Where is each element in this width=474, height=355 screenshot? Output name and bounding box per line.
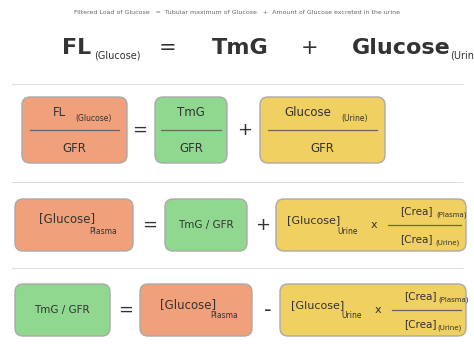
Text: FL: FL <box>53 105 66 119</box>
Text: (Urine): (Urine) <box>342 114 368 122</box>
Text: +: + <box>301 38 319 58</box>
Text: -: - <box>264 300 272 320</box>
Text: GFR: GFR <box>179 142 203 154</box>
Text: TmG / GFR: TmG / GFR <box>178 220 234 230</box>
Text: FL: FL <box>62 38 91 58</box>
FancyBboxPatch shape <box>165 199 247 251</box>
Text: (Urine): (Urine) <box>436 240 460 246</box>
Text: [Glucose]: [Glucose] <box>292 300 345 310</box>
Text: GFR: GFR <box>310 142 335 154</box>
Text: TmG: TmG <box>211 38 268 58</box>
Text: GFR: GFR <box>63 142 86 154</box>
Text: [Glucose]: [Glucose] <box>39 213 95 225</box>
Text: x: x <box>374 305 381 315</box>
FancyBboxPatch shape <box>280 284 466 336</box>
FancyBboxPatch shape <box>22 97 127 163</box>
Text: [Glucose]: [Glucose] <box>160 299 216 311</box>
FancyBboxPatch shape <box>260 97 385 163</box>
Text: (Glucose): (Glucose) <box>75 114 111 122</box>
Text: (Urine): (Urine) <box>438 325 462 331</box>
Text: (Urine): (Urine) <box>450 51 474 61</box>
Text: Plasma: Plasma <box>89 226 117 235</box>
Text: =: = <box>133 121 147 139</box>
Text: =: = <box>143 216 157 234</box>
Text: [Crea]: [Crea] <box>404 319 436 329</box>
FancyBboxPatch shape <box>155 97 227 163</box>
Text: [Crea]: [Crea] <box>404 291 436 301</box>
Text: [Crea]: [Crea] <box>400 206 432 216</box>
Text: (Plasma): (Plasma) <box>437 212 467 218</box>
Text: TmG / GFR: TmG / GFR <box>34 305 90 315</box>
Text: Plasma: Plasma <box>210 311 238 321</box>
FancyBboxPatch shape <box>276 199 466 251</box>
Text: =: = <box>159 38 177 58</box>
Text: +: + <box>255 216 271 234</box>
Text: +: + <box>237 121 253 139</box>
Text: Glucose: Glucose <box>284 105 331 119</box>
Text: Urine: Urine <box>338 226 358 235</box>
Text: (Glucose): (Glucose) <box>94 51 140 61</box>
FancyBboxPatch shape <box>15 284 110 336</box>
Text: [Crea]: [Crea] <box>400 234 432 244</box>
Text: =: = <box>118 301 134 319</box>
Text: (Plasma): (Plasma) <box>439 297 469 303</box>
Text: [Glucose]: [Glucose] <box>287 215 341 225</box>
Text: TmG: TmG <box>177 105 205 119</box>
FancyBboxPatch shape <box>15 199 133 251</box>
Text: Glucose: Glucose <box>352 38 451 58</box>
Text: x: x <box>371 220 377 230</box>
Text: Urine: Urine <box>342 311 362 321</box>
Text: Filtered Load of Glucose   =  Tubular maximum of Glucose   +  Amount of Glucose : Filtered Load of Glucose = Tubular maxim… <box>74 10 400 15</box>
FancyBboxPatch shape <box>140 284 252 336</box>
